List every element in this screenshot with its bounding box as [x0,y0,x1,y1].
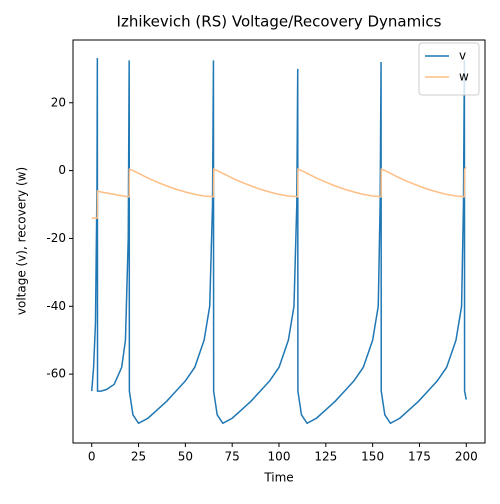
legend-label: w [459,70,469,84]
x-tick-label: 25 [131,450,146,464]
x-tick-label: 150 [361,450,384,464]
chart-title: Izhikevich (RS) Voltage/Recovery Dynamic… [117,13,442,31]
y-tick-label: -60 [46,367,66,381]
y-tick-label: 0 [58,163,66,177]
y-axis-label: voltage (v), recovery (w) [15,167,29,315]
x-tick-label: 50 [178,450,193,464]
legend-box [418,42,480,96]
x-tick-label: 100 [268,450,291,464]
y-tick-label: 20 [51,95,66,109]
x-tick-label: 175 [408,450,431,464]
y-tick-label: -20 [46,231,66,245]
line-series [90,57,468,425]
x-tick-label: 75 [225,450,240,464]
x-tick-label: 0 [88,450,96,464]
y-tick-label: -40 [46,299,66,313]
legend-label: v [459,49,466,63]
x-tick-label: 200 [455,450,478,464]
line-series [91,166,467,219]
plot-frame [72,39,486,444]
x-tick-label: 125 [314,450,337,464]
x-axis-label: Time [263,471,293,485]
